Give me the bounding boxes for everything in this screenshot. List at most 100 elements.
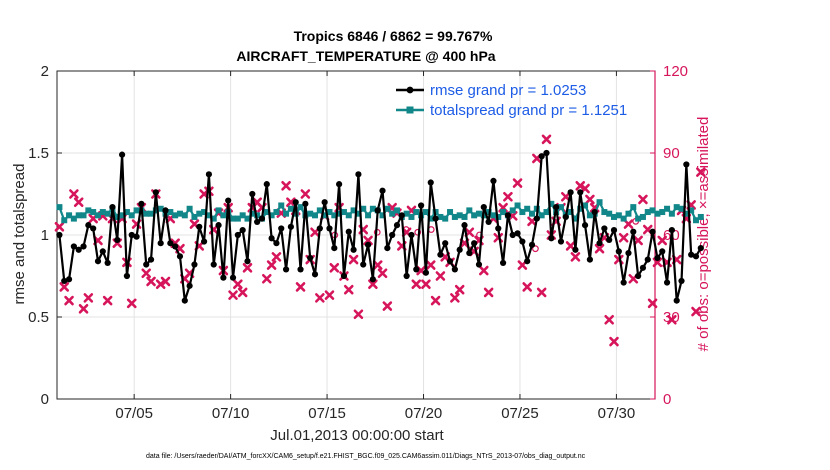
rmse-point: [99, 248, 106, 255]
rmse-point: [364, 241, 372, 248]
totalspread-point: [451, 213, 458, 220]
totalspread-point: [61, 217, 68, 224]
totalspread-point: [586, 212, 593, 219]
totalspread-point: [143, 210, 150, 217]
obs-assimilated-marker: [126, 298, 137, 309]
obs-assimilated-marker: [83, 293, 94, 303]
totalspread-point: [210, 215, 217, 222]
totalspread-point: [673, 204, 680, 211]
totalspread-point: [157, 205, 164, 212]
totalspread-point: [654, 210, 661, 217]
rmse-point: [374, 207, 381, 214]
obs-assimilated-marker: [286, 197, 296, 207]
y2-tick-label: 90: [663, 145, 680, 162]
rmse-point: [331, 245, 338, 252]
totalspread-point: [350, 207, 357, 214]
totalspread-point: [196, 210, 203, 217]
rmse-point: [90, 225, 97, 232]
obs-assimilated-marker: [503, 191, 513, 202]
rmse-point: [451, 266, 458, 273]
rmse-point: [649, 228, 656, 235]
obs-assimilated-marker: [329, 263, 340, 273]
rmse-point: [480, 204, 487, 211]
rmse-point: [220, 274, 227, 281]
totalspread-point: [75, 212, 82, 219]
rmse-point: [514, 230, 521, 237]
totalspread-point: [393, 207, 400, 214]
totalspread-point: [297, 204, 304, 211]
totalspread-point: [485, 209, 492, 216]
obs-assimilated-marker: [242, 263, 253, 273]
rmse-point: [475, 261, 483, 268]
rmse-point: [543, 149, 550, 157]
rmse-point: [644, 256, 651, 263]
totalspread-point: [471, 212, 478, 219]
obs-assimilated-marker: [228, 290, 238, 300]
totalspread-point: [596, 199, 603, 206]
rmse-point: [688, 251, 695, 258]
totalspread-point: [104, 210, 111, 217]
rmse-point: [422, 269, 430, 276]
totalspread-point: [389, 210, 396, 217]
totalspread-point: [442, 215, 449, 222]
rmse-point: [437, 251, 444, 258]
obs-assimilated-marker: [512, 178, 523, 188]
obs-assimilated-marker: [102, 295, 113, 306]
rmse-point: [519, 238, 526, 245]
rmse-point: [162, 207, 169, 214]
obs-assimilated-marker: [647, 298, 658, 309]
totalspread-point: [413, 209, 420, 216]
rmse-point: [403, 272, 410, 280]
rmse-point: [128, 231, 135, 239]
totalspread-point: [123, 209, 130, 216]
rmse-point: [586, 256, 593, 263]
obs-assimilated-marker: [64, 295, 74, 306]
rmse-point: [572, 246, 579, 253]
totalspread-point: [692, 217, 699, 224]
obs-assimilated-marker: [560, 191, 571, 202]
totalspread-point: [615, 212, 622, 219]
totalspread-point: [649, 207, 656, 214]
totalspread-point: [659, 209, 666, 216]
obs-assimilated-marker: [324, 290, 335, 300]
obs-assimilated-marker: [271, 252, 282, 262]
totalspread-point: [85, 207, 92, 214]
rmse-line: [58, 151, 702, 302]
totalspread-point: [572, 215, 579, 222]
totalspread-point: [152, 207, 159, 214]
obs-assimilated-marker: [315, 293, 325, 303]
rmse-point: [625, 249, 632, 257]
obs-assimilated-marker: [281, 181, 291, 191]
footer-data-file: data file: /Users/raeder/DAI/ATM_forcXX/…: [146, 453, 586, 460]
obs-assimilated-marker: [575, 181, 586, 191]
y-tick-label: 1: [41, 227, 49, 244]
totalspread-point: [340, 209, 347, 216]
totalspread-point: [495, 213, 502, 220]
rmse-point: [524, 258, 531, 265]
obs-assimilated-marker: [609, 336, 619, 347]
rmse-point: [196, 223, 203, 230]
totalspread-point: [456, 212, 463, 219]
rmse-point: [133, 233, 140, 240]
totalspread-point: [360, 205, 367, 212]
rmse-point: [635, 272, 642, 280]
totalspread-point: [172, 212, 179, 219]
rmse-point: [263, 181, 270, 188]
totalspread-point: [461, 213, 468, 220]
totalspread-point: [365, 212, 372, 219]
rmse-point: [336, 181, 343, 188]
obs-assimilated-marker: [425, 260, 436, 270]
totalspread-point: [201, 209, 208, 216]
obs-assimilated-marker: [160, 276, 171, 287]
totalspread-point: [249, 210, 256, 217]
totalspread-point: [326, 209, 333, 216]
rmse-point: [620, 279, 627, 286]
obs-assimilated-marker: [536, 287, 547, 298]
totalspread-point: [384, 205, 391, 212]
rmse-point: [287, 223, 294, 230]
rmse-point: [307, 254, 314, 262]
rmse-point: [326, 225, 333, 232]
rmse-point: [143, 261, 150, 268]
totalspread-point: [490, 212, 497, 219]
rmse-point: [692, 253, 700, 260]
